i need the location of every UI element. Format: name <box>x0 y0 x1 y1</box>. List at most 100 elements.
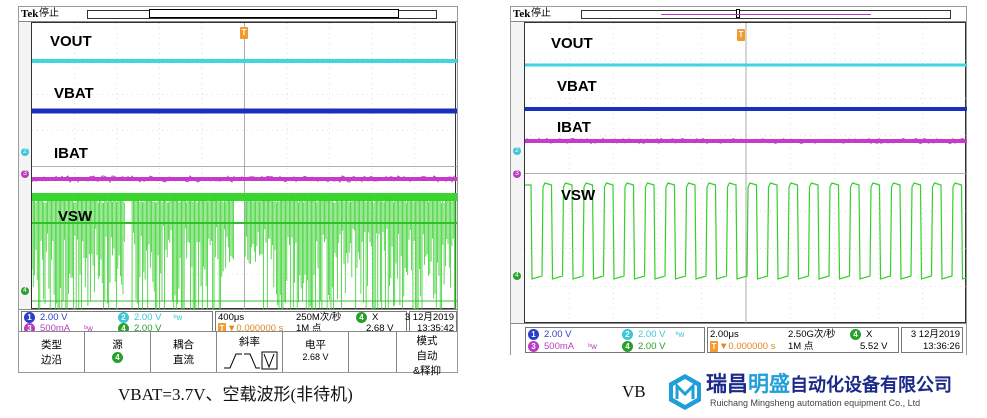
date: 3 12月2019 <box>404 312 454 323</box>
channel-3-badge: 3 <box>528 341 539 352</box>
timebase: 400μs <box>218 312 245 323</box>
waveform-area[interactable]: T VOUT VBAT IBAT VSW <box>524 22 967 324</box>
channel-2-ground-marker[interactable]: 2 <box>513 147 521 155</box>
company-watermark: 瑞昌明盛自动化设备有限公司 Ruichang Mingsheng automat… <box>664 370 987 418</box>
channel-4-badge: 4 <box>118 323 129 334</box>
signal-label-vout: VOUT <box>551 35 593 52</box>
trigger-delay: T ▼0.000000 s <box>218 323 284 334</box>
menu-empty-slot <box>349 332 397 372</box>
waveform-area[interactable]: T VOUT VBAT IBAT VSW <box>31 22 457 310</box>
channel-4-setting: 4 2.00 V <box>622 341 665 352</box>
measurement-value: 2.68 V <box>366 323 394 334</box>
trigger-icon: T <box>710 341 718 352</box>
slope-icons <box>223 351 277 370</box>
signal-label-vbat: VBAT <box>557 78 597 95</box>
trace-vout <box>525 63 967 67</box>
trace-vsw <box>525 182 967 280</box>
company-logo-icon <box>669 374 701 410</box>
time: 13:35:42 <box>417 323 454 334</box>
acquisition-state: 停止 <box>531 8 551 19</box>
trigger-menu: 类型 边沿 源 4 耦合 直流 斜率 电平 2.68 V 模式 自动 <box>19 331 457 377</box>
trace-vout <box>32 59 457 63</box>
menu-mode-button[interactable]: 模式 自动 &释抑 <box>412 335 441 377</box>
channel-1-setting: 1 2.00 V <box>528 329 571 340</box>
sample-rate: 250M次/秒 <box>296 312 342 323</box>
measurement-value: 5.52 V <box>860 341 888 352</box>
brand-logo: Tek <box>21 8 39 20</box>
signal-label-vsw: VSW <box>561 187 596 204</box>
record-view-window <box>736 9 740 18</box>
company-name: 瑞昌明盛自动化设备有限公司 <box>706 372 952 396</box>
caption-right: VB <box>622 382 646 401</box>
trigger-position-marker[interactable]: T <box>240 27 248 39</box>
signal-label-vbat: VBAT <box>54 85 94 102</box>
channel-1-setting: 1 2.00 V <box>24 312 67 323</box>
menu-source-button[interactable]: 源 4 <box>85 332 151 372</box>
channel-1-badge: 1 <box>24 312 35 323</box>
trigger-position-marker[interactable]: T <box>737 29 745 41</box>
trace-ibat <box>525 137 967 145</box>
trace-vbat <box>32 108 457 114</box>
channel-4-badge: 4 <box>622 341 633 352</box>
record-view-line <box>661 14 871 15</box>
bandwidth-limit-icon: ᵇw <box>588 342 597 351</box>
trace-ibat <box>32 175 457 184</box>
signal-label-ibat: IBAT <box>557 119 591 136</box>
menu-type-button[interactable]: 类型 边沿 <box>19 332 85 372</box>
scope-top-bar: Tek 停止 <box>511 7 966 22</box>
record-length: 1M 点 <box>788 341 814 352</box>
signal-label-vout: VOUT <box>50 33 92 50</box>
channel-3-ground-marker[interactable]: 3 <box>513 170 521 178</box>
graticule <box>525 23 967 324</box>
scope-top-bar: Tek 停止 <box>19 7 457 22</box>
bandwidth-limit-icon: ᵇw <box>84 324 93 333</box>
channel-3-setting: 3 500mA ᵇw <box>528 341 597 352</box>
oscilloscope-left: Tek 停止 T VOUT VBAT IBAT VSW 2 3 4 1 2.00 … <box>18 6 458 377</box>
oscilloscope-right: Tek 停止 T VOUT VBAT IBAT VSW 2 3 4 1 2.00 … <box>510 6 967 356</box>
company-subtitle: Ruichang Mingsheng automation equipment … <box>710 398 921 408</box>
sample-rate: 2.50G次/秒 <box>788 329 836 340</box>
waveform-canvas <box>32 23 457 310</box>
timebase: 2.00μs <box>710 329 739 340</box>
signal-label-ibat: IBAT <box>54 145 88 162</box>
channel-2-badge: 2 <box>622 329 633 340</box>
record-length: 1M 点 <box>296 323 322 334</box>
time: 13:36:26 <box>923 341 960 352</box>
caption-left: VBAT=3.7V、空载波形(非待机) <box>118 385 353 404</box>
channel-4-setting: 4 2.00 V <box>118 323 161 334</box>
trigger-icon: T <box>218 323 226 334</box>
menu-slope-button[interactable]: 斜率 <box>217 332 283 372</box>
datetime: 3 12月2019 13:36:26 <box>901 327 963 353</box>
channel-1-badge: 1 <box>528 329 539 340</box>
datetime: 3 12月2019 13:35:42 <box>405 311 457 334</box>
bandwidth-limit-icon: ᵇw <box>173 313 183 322</box>
graticule <box>32 23 457 310</box>
trace-vbat <box>525 107 967 111</box>
record-view-window <box>149 9 399 18</box>
channel-3-setting: 3 500mA ᵇw <box>24 323 93 334</box>
measurement-channel-badge: 4 <box>850 329 861 340</box>
channel-4-ground-marker[interactable]: 4 <box>513 272 521 280</box>
waveform-canvas <box>525 23 967 324</box>
channel-2-ground-marker[interactable]: 2 <box>21 148 29 156</box>
channel-3-badge: 3 <box>24 323 35 334</box>
acquisition-state: 停止 <box>39 8 59 19</box>
channel-3-ground-marker[interactable]: 3 <box>21 170 29 178</box>
signal-label-vsw: VSW <box>58 208 93 225</box>
menu-coupling-button[interactable]: 耦合 直流 <box>151 332 217 372</box>
channel-4-ground-marker[interactable]: 4 <box>21 287 29 295</box>
bandwidth-limit-icon: ᵇw <box>675 330 685 339</box>
menu-level-button[interactable]: 电平 2.68 V <box>283 332 349 372</box>
trigger-delay: T ▼0.000000 s <box>710 341 776 352</box>
date: 3 12月2019 <box>910 329 960 340</box>
